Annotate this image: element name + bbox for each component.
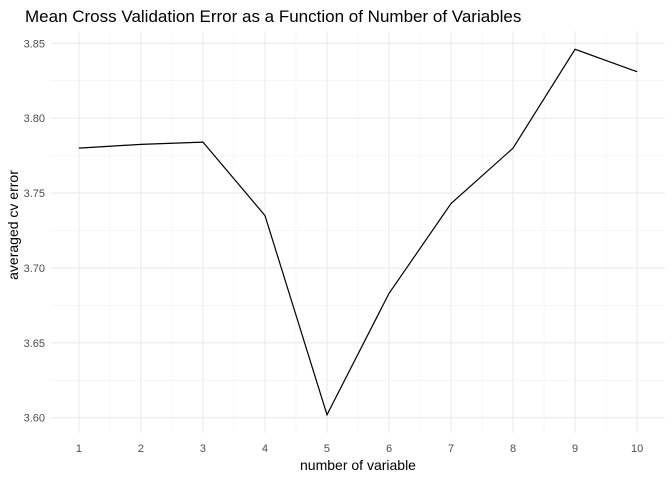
x-axis-title: number of variable bbox=[300, 457, 416, 473]
chart-title: Mean Cross Validation Error as a Functio… bbox=[25, 7, 521, 26]
x-tick-label: 4 bbox=[262, 443, 268, 455]
x-tick-label: 6 bbox=[386, 443, 392, 455]
y-tick-label: 3.80 bbox=[24, 113, 45, 125]
y-tick-label: 3.70 bbox=[24, 263, 45, 275]
x-tick-label: 8 bbox=[510, 443, 516, 455]
y-tick-label: 3.65 bbox=[24, 338, 45, 350]
y-tick-label: 3.60 bbox=[24, 413, 45, 425]
x-tick-label: 3 bbox=[200, 443, 206, 455]
x-tick-label: 7 bbox=[448, 443, 454, 455]
y-tick-label: 3.85 bbox=[24, 38, 45, 50]
y-axis-title: averaged cv error bbox=[5, 170, 21, 280]
grid bbox=[51, 31, 665, 433]
x-tick-label: 5 bbox=[324, 443, 330, 455]
series-layer bbox=[78, 48, 638, 417]
x-tick-label: 1 bbox=[76, 443, 82, 455]
x-tick-label: 10 bbox=[631, 443, 643, 455]
data-series-line bbox=[78, 48, 638, 417]
x-tick-label: 2 bbox=[138, 443, 144, 455]
x-tick-label: 9 bbox=[572, 443, 578, 455]
y-tick-label: 3.75 bbox=[24, 188, 45, 200]
tick-labels: 1 2 3 4 5 6 7 8 9 10 3.60 3.65 3.70 3.75 3.80 3.85 bbox=[24, 38, 644, 455]
